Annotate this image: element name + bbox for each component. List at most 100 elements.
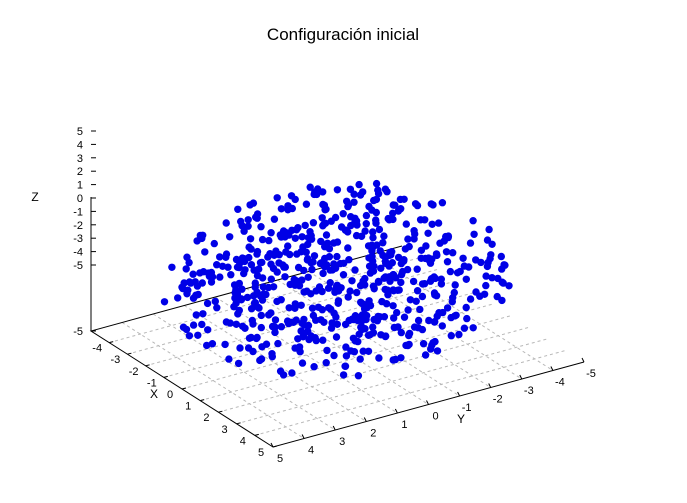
scatter-point <box>241 266 249 274</box>
scatter-point <box>348 277 356 285</box>
scatter-point <box>297 301 305 309</box>
scatter-point <box>346 287 354 295</box>
axes <box>89 130 585 448</box>
scatter-point <box>419 340 428 348</box>
scatter-point <box>267 229 275 237</box>
scatter-point <box>226 233 234 241</box>
scatter-point <box>447 313 455 322</box>
scatter-point <box>472 288 480 296</box>
scatter-point <box>446 267 455 276</box>
z-tick-label: -4 <box>73 247 83 259</box>
scatter-point <box>234 310 242 318</box>
scatter-point <box>281 273 289 281</box>
scatter-point <box>257 223 265 231</box>
scatter-point <box>389 201 397 209</box>
scatter-point <box>293 250 301 258</box>
scatter-point <box>394 207 403 215</box>
scatter-point <box>365 254 373 262</box>
scatter-point <box>341 362 350 370</box>
scatter-point <box>353 288 361 297</box>
scatter-point <box>455 330 463 339</box>
floor-border <box>89 245 585 448</box>
scatter-point <box>268 353 276 361</box>
scatter-point <box>381 332 390 341</box>
scatter-point <box>414 316 423 325</box>
y-tick-label: 2 <box>370 428 376 440</box>
scatter-point <box>377 264 385 272</box>
scatter-point <box>288 204 296 213</box>
scatter-point <box>483 262 492 271</box>
x-tick-label: 2 <box>203 412 209 424</box>
scatter-point <box>344 244 352 252</box>
scatter-point <box>412 297 420 305</box>
scatter-point <box>250 299 259 307</box>
scatter-point <box>466 239 475 247</box>
scatter-point <box>425 316 433 325</box>
scatter-point <box>456 267 464 276</box>
scatter-point <box>369 323 377 331</box>
z-tick-label: -5 <box>73 326 83 338</box>
scatter-point <box>281 233 289 241</box>
x-tick-label: -4 <box>92 343 102 355</box>
scatter-point <box>451 281 459 289</box>
scatter-point <box>429 339 437 347</box>
scatter-point <box>257 311 265 320</box>
scatter-point <box>498 278 506 286</box>
scatter-point <box>333 186 342 194</box>
scatter-point <box>232 255 241 264</box>
scatter-point <box>185 278 194 286</box>
scatter-point <box>427 200 435 208</box>
scatter-point <box>259 283 267 291</box>
x-tick-mark <box>272 445 278 448</box>
scatter-point <box>462 303 470 312</box>
y-tick-mark <box>519 374 523 380</box>
scatter-point <box>426 277 435 285</box>
x-tick-label: 0 <box>167 389 173 401</box>
z-tick-label: 4 <box>77 139 83 151</box>
scatter-point <box>336 259 344 268</box>
scatter-point <box>185 332 194 340</box>
scatter-point <box>416 305 424 314</box>
scatter-point <box>406 296 415 304</box>
scatter-point <box>299 243 307 251</box>
scatter-point <box>432 250 441 258</box>
scatter-point <box>477 258 485 267</box>
scatter-point <box>380 232 388 240</box>
scatter-point <box>318 287 326 296</box>
scatter-point <box>449 249 457 257</box>
scatter-point <box>339 210 347 218</box>
scatter-point <box>397 259 405 268</box>
scatter-point <box>310 252 319 260</box>
scatter-point <box>354 337 362 346</box>
scatter-point <box>198 320 206 329</box>
scatter-point <box>290 275 298 284</box>
scatter-point <box>333 320 341 328</box>
scatter-point <box>430 289 439 297</box>
scatter-point <box>480 290 489 298</box>
x-tick-mark <box>254 433 259 436</box>
scatter-point <box>327 217 335 225</box>
scatter-point <box>179 323 188 331</box>
scatter-point <box>243 293 252 302</box>
scatter-point <box>372 208 380 217</box>
scatter-point <box>247 305 256 313</box>
scatter-point <box>320 220 328 229</box>
scatter-point <box>189 270 197 278</box>
scatter-point <box>359 347 367 355</box>
z-tick-label: 2 <box>77 166 83 178</box>
scatter-point <box>203 341 211 350</box>
scatter-point <box>505 282 513 290</box>
scatter-point <box>460 262 468 270</box>
scatter-point <box>352 231 361 240</box>
scatter-point <box>224 263 232 271</box>
scatter-point <box>330 309 338 317</box>
scatter-point <box>328 266 337 274</box>
scatter-point <box>318 214 326 222</box>
scatter-point <box>334 299 342 307</box>
scatter-point <box>351 266 359 274</box>
scatter-point <box>405 331 413 340</box>
scatter-point <box>428 220 436 228</box>
scatter-point <box>253 214 261 222</box>
scatter-point <box>469 324 477 332</box>
